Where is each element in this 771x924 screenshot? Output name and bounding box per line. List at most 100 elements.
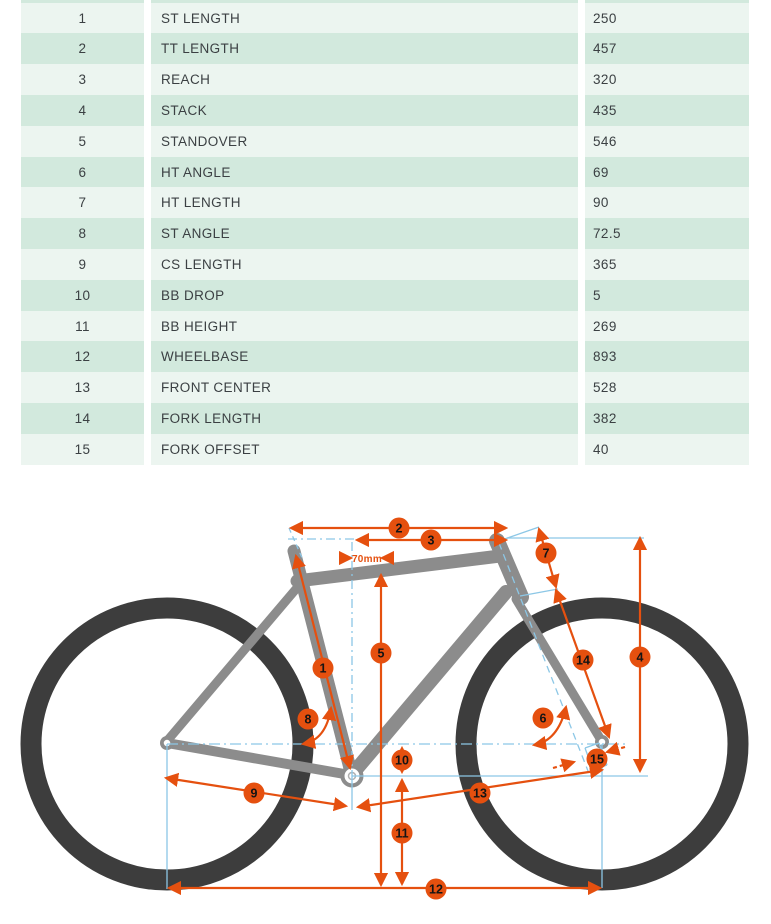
table-row: 6 HT ANGLE 69 bbox=[21, 156, 749, 188]
table-row: 11 BB HEIGHT 269 bbox=[21, 310, 749, 342]
table-row: 5 STANDOVER 546 bbox=[21, 125, 749, 157]
row-label: FRONT CENTER bbox=[151, 372, 578, 404]
badge-4: 4 bbox=[629, 646, 651, 668]
badge-1: 1 bbox=[312, 657, 334, 679]
table-row: 15 FORK OFFSET 40 bbox=[21, 433, 749, 465]
row-label: STACK bbox=[151, 95, 578, 126]
table-row: 7 HT LENGTH 90 bbox=[21, 187, 749, 219]
svg-text:5: 5 bbox=[378, 647, 385, 661]
svg-text:8: 8 bbox=[305, 713, 312, 727]
offset-label: 70mm bbox=[352, 554, 382, 565]
table-row: 1 ST LENGTH 250 bbox=[21, 2, 749, 34]
row-label: FORK LENGTH bbox=[151, 403, 578, 434]
table-row: 12 WHEELBASE 893 bbox=[21, 341, 749, 373]
badge-15: 15 bbox=[586, 748, 608, 770]
table-row: 3 REACH 320 bbox=[21, 64, 749, 96]
row-number: 7 bbox=[21, 187, 144, 219]
row-value: 320 bbox=[585, 64, 749, 96]
svg-text:6: 6 bbox=[540, 712, 547, 726]
row-number: 9 bbox=[21, 249, 144, 280]
row-label: ST LENGTH bbox=[151, 2, 578, 34]
row-value: 40 bbox=[585, 433, 749, 465]
row-number: 11 bbox=[21, 310, 144, 342]
row-value: 435 bbox=[585, 95, 749, 126]
badge-10: 10 bbox=[391, 749, 413, 771]
row-label: REACH bbox=[151, 64, 578, 96]
svg-text:9: 9 bbox=[251, 787, 258, 801]
row-label: STANDOVER bbox=[151, 125, 578, 157]
row-value: 269 bbox=[585, 310, 749, 342]
badge-3: 3 bbox=[420, 529, 442, 551]
row-label: CS LENGTH bbox=[151, 249, 578, 280]
svg-text:15: 15 bbox=[590, 753, 604, 767]
row-value: 69 bbox=[585, 156, 749, 188]
row-number: 8 bbox=[21, 218, 144, 250]
row-label: WHEELBASE bbox=[151, 341, 578, 373]
row-value: 72.5 bbox=[585, 218, 749, 250]
row-value: 457 bbox=[585, 33, 749, 65]
table-row: 13 FRONT CENTER 528 bbox=[21, 372, 749, 404]
bike-geometry-diagram: 70mm 1 2 3 4 5 6 7 8 9 10 11 12 13 14 15 bbox=[0, 480, 771, 924]
row-label: ST ANGLE bbox=[151, 218, 578, 250]
row-value: 5 bbox=[585, 279, 749, 311]
svg-text:13: 13 bbox=[473, 787, 487, 801]
row-number: 12 bbox=[21, 341, 144, 373]
row-label: FORK OFFSET bbox=[151, 433, 578, 465]
svg-text:3: 3 bbox=[428, 534, 435, 548]
row-value: 365 bbox=[585, 249, 749, 280]
table-row: 9 CS LENGTH 365 bbox=[21, 249, 749, 280]
svg-text:7: 7 bbox=[543, 547, 550, 561]
row-number: 5 bbox=[21, 125, 144, 157]
row-label: BB HEIGHT bbox=[151, 310, 578, 342]
row-number: 14 bbox=[21, 403, 144, 434]
badge-12: 12 bbox=[425, 878, 447, 900]
row-number: 10 bbox=[21, 279, 144, 311]
row-number: 6 bbox=[21, 156, 144, 188]
rear-hub bbox=[160, 736, 174, 750]
svg-text:2: 2 bbox=[396, 522, 403, 536]
table-row: 10 BB DROP 5 bbox=[21, 279, 749, 311]
row-label: HT LENGTH bbox=[151, 187, 578, 219]
badge-8: 8 bbox=[297, 708, 319, 730]
top-tube bbox=[290, 549, 507, 588]
row-number: 4 bbox=[21, 95, 144, 126]
badge-5: 5 bbox=[370, 642, 392, 664]
row-label: BB DROP bbox=[151, 279, 578, 311]
table-row-cutoff bbox=[21, 0, 749, 3]
svg-text:4: 4 bbox=[637, 651, 644, 665]
row-value: 90 bbox=[585, 187, 749, 219]
svg-text:10: 10 bbox=[395, 754, 409, 768]
st-angle-arc bbox=[300, 705, 337, 749]
dimension-badges: 1 2 3 4 5 6 7 8 9 10 11 12 13 14 15 bbox=[243, 517, 651, 900]
svg-text:12: 12 bbox=[429, 883, 443, 897]
badge-13: 13 bbox=[469, 782, 491, 804]
row-value: 546 bbox=[585, 125, 749, 157]
row-number: 2 bbox=[21, 33, 144, 65]
row-label: TT LENGTH bbox=[151, 33, 578, 65]
table-row: 4 STACK 435 bbox=[21, 95, 749, 126]
head-tube-bottom-extension bbox=[519, 588, 559, 597]
badge-11: 11 bbox=[391, 822, 413, 844]
svg-text:11: 11 bbox=[395, 827, 408, 841]
row-number: 15 bbox=[21, 433, 144, 465]
badge-2: 2 bbox=[388, 517, 410, 539]
table-row: 2 TT LENGTH 457 bbox=[21, 33, 749, 65]
svg-text:14: 14 bbox=[576, 654, 590, 668]
row-value: 893 bbox=[585, 341, 749, 373]
row-value: 382 bbox=[585, 403, 749, 434]
row-number: 1 bbox=[21, 2, 144, 34]
badge-9: 9 bbox=[243, 782, 265, 804]
row-number: 13 bbox=[21, 372, 144, 404]
row-value: 250 bbox=[585, 2, 749, 34]
steering-axis-line bbox=[498, 542, 589, 772]
chainstay bbox=[162, 738, 355, 780]
fork-offset-arrow-right bbox=[604, 741, 626, 756]
badge-14: 14 bbox=[572, 649, 594, 671]
row-number: 3 bbox=[21, 64, 144, 96]
fork-offset-arrow-left bbox=[552, 758, 577, 773]
table-row: 14 FORK LENGTH 382 bbox=[21, 403, 749, 434]
badge-6: 6 bbox=[532, 707, 554, 729]
seatstay bbox=[162, 584, 301, 746]
